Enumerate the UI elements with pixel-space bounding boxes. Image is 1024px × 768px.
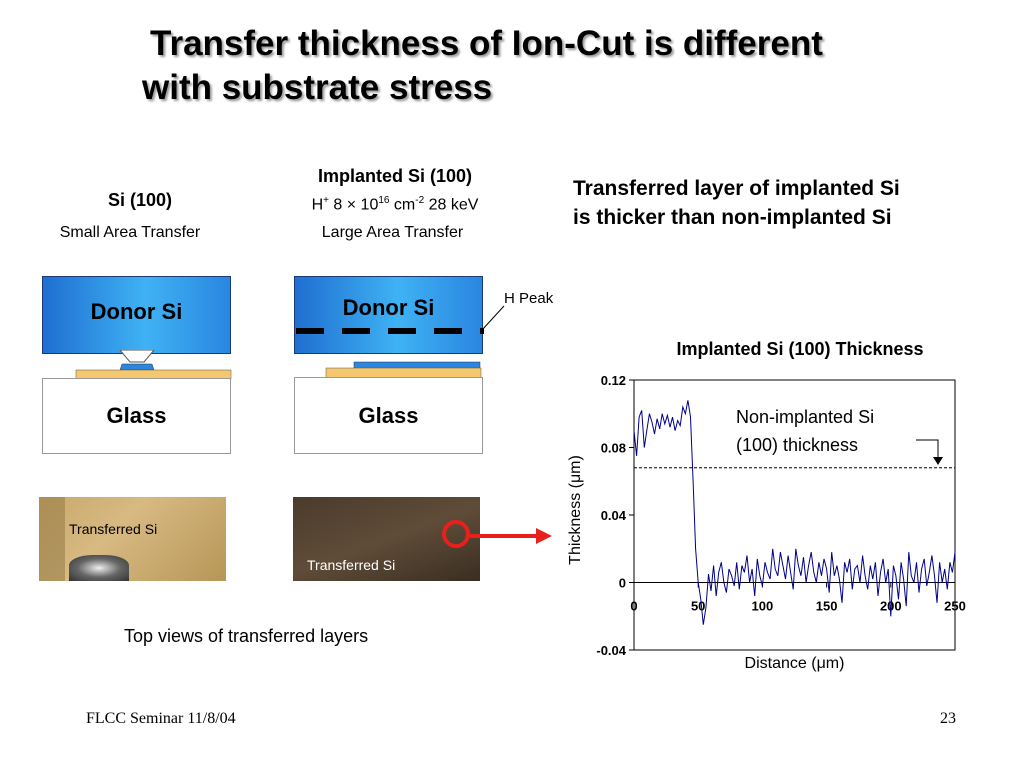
x-axis-label: Distance (μm) [745,655,845,672]
y-tick-label: -0.04 [596,643,626,658]
right-glass-label: Glass [358,403,419,428]
footer-page-number: 23 [940,710,956,727]
right-glass: Glass [294,377,483,454]
x-tick-label: 150 [816,599,838,614]
x-tick-label: 200 [880,599,902,614]
thickness-series-line [633,400,956,625]
x-tick-label: 0 [630,599,637,614]
annotation-line-1: Non-implanted Si [736,407,874,427]
red-arrow [442,520,552,548]
left-glass: Glass [42,378,231,454]
y-tick-label: 0.04 [601,508,627,523]
right-heading: Implanted Si (100) [317,166,473,186]
left-photo-label: Transferred Si [69,521,158,537]
slide-title: Transfer thickness of Ion-Cut is differe… [142,22,962,110]
h-peak-dashes [296,328,484,334]
left-bond-shape [75,350,232,380]
title-line-1: Transfer thickness of Ion-Cut is differe… [150,24,823,63]
annotation-line-2: (100) thickness [736,435,858,455]
photo-dark-spot [69,555,129,581]
right-photo: Transferred Si [293,497,480,581]
right-caption: Large Area Transfer [321,224,464,241]
chart-title: Implanted Si (100) Thickness [676,339,924,359]
annotation-arrowhead [933,457,943,465]
statement: Transferred layer of implanted Si is thi… [573,174,1013,232]
left-caption: Small Area Transfer [59,224,201,241]
annotation-pointer [916,439,939,461]
title-line-2: with substrate stress [142,68,493,107]
thickness-chart: 0.12 0.08 0.04 0 -0.04 0 50 100 150 200 250 Non-imp… [567,373,966,672]
photo-edge [39,497,65,581]
left-donor-label: Donor Si [90,299,183,324]
footer-left: FLCC Seminar 11/8/04 [86,710,236,727]
h-peak-label: H Peak [504,290,554,307]
left-donor-si: Donor Si [42,276,231,354]
x-tick-label: 250 [944,599,966,614]
right-photo-label: Transferred Si [307,557,396,573]
right-donor-si: Donor Si [294,276,483,354]
y-tick-label: 0 [619,576,626,591]
implant-dose: H+ 8 × 1016 cm-2 28 keV [311,195,479,214]
y-axis-label: Thickness (μm) [567,455,584,565]
x-tick-label: 100 [752,599,774,614]
statement-line-1: Transferred layer of implanted Si [573,177,900,200]
right-donor-label: Donor Si [342,295,435,320]
top-views-caption: Top views of transferred layers [124,626,369,646]
left-photo: Transferred Si [39,497,226,581]
left-glass-label: Glass [106,403,167,428]
left-heading: Si (100) [107,190,173,210]
y-tick-label: 0.08 [601,441,626,456]
y-tick-label: 0.12 [601,373,626,388]
statement-line-2: is thicker than non-implanted Si [573,206,892,229]
h-peak-pointer [481,305,505,331]
x-tick-label: 50 [691,599,705,614]
